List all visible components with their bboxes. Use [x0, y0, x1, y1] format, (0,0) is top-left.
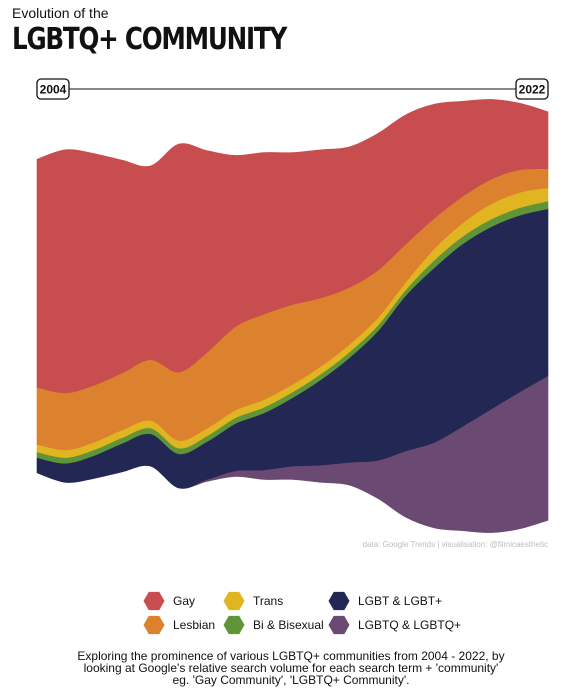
- hexagon-swatch-icon: [223, 591, 245, 611]
- chart-title: LGBTQ+ COMMUNITY: [12, 22, 287, 57]
- streamgraph-chart: 2004 2022 data: Google Trends | visualis…: [36, 78, 549, 549]
- legend-label: LGBTQ & LGBTQ+: [358, 618, 462, 632]
- legend-label: Trans: [253, 594, 284, 608]
- timeline-end-label: 2022: [519, 83, 546, 97]
- source-credit: data: Google Trends | visualisation: @fi…: [363, 540, 548, 549]
- stream-layers: [36, 99, 549, 533]
- timeline-start-label: 2004: [40, 83, 67, 97]
- timeline-end-box: [515, 78, 549, 100]
- hexagon-swatch-icon: [143, 591, 165, 611]
- legend-item: LGBT & LGBT+: [328, 591, 468, 611]
- hexagon-swatch-icon: [328, 615, 350, 635]
- chart-caption: Exploring the prominence of various LGBT…: [0, 650, 582, 686]
- chart-subtitle: Evolution of the: [12, 5, 109, 21]
- timeline: 2004 2022: [36, 78, 549, 100]
- legend-item: LGBTQ & LGBTQ+: [328, 615, 468, 635]
- header: Evolution of the LGBTQ+ COMMUNITY: [12, 4, 346, 58]
- caption-line-3: eg. 'Gay Community', 'LGBTQ+ Community'.: [172, 673, 410, 687]
- caption-line-1: Exploring the prominence of various LGBT…: [77, 649, 505, 663]
- legend-item: Trans: [223, 591, 328, 611]
- legend-label: Bi & Bisexual: [253, 618, 324, 632]
- stream-area-gay: [36, 99, 549, 394]
- timeline-start-box: [36, 78, 70, 100]
- legend-label: Gay: [173, 594, 196, 608]
- legend-label: LGBT & LGBT+: [358, 594, 443, 608]
- legend-label: Lesbian: [173, 618, 216, 632]
- caption-line-2: looking at Google's relative search volu…: [83, 661, 499, 675]
- legend: Gay Trans LGBT & LGBT+ Lesbian Bi & Bisexual…: [143, 591, 468, 635]
- legend-item: Gay: [143, 591, 223, 611]
- legend-item: Lesbian: [143, 615, 223, 635]
- legend-item: Bi & Bisexual: [223, 615, 328, 635]
- hexagon-swatch-icon: [328, 591, 350, 611]
- hexagon-swatch-icon: [223, 615, 245, 635]
- hexagon-swatch-icon: [143, 615, 165, 635]
